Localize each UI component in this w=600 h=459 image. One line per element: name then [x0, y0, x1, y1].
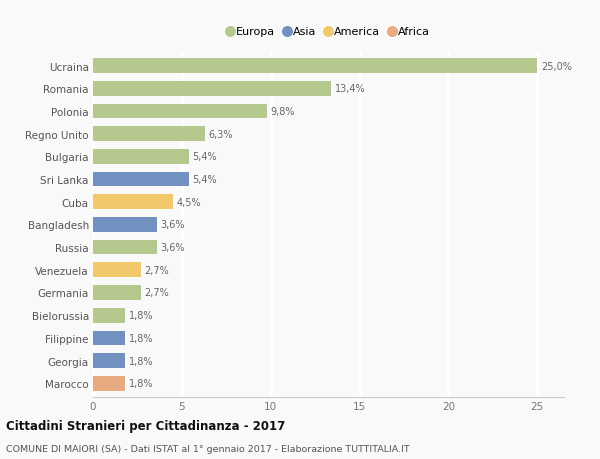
Text: 5,4%: 5,4%	[193, 152, 217, 162]
Text: 5,4%: 5,4%	[193, 174, 217, 185]
Text: 2,7%: 2,7%	[145, 288, 169, 298]
Legend: Europa, Asia, America, Africa: Europa, Asia, America, Africa	[224, 24, 433, 40]
Bar	[93, 59, 538, 74]
Bar	[93, 353, 125, 368]
Text: 25,0%: 25,0%	[541, 62, 572, 71]
Text: 3,6%: 3,6%	[161, 220, 185, 230]
Text: COMUNE DI MAIORI (SA) - Dati ISTAT al 1° gennaio 2017 - Elaborazione TUTTITALIA.: COMUNE DI MAIORI (SA) - Dati ISTAT al 1°…	[6, 444, 410, 453]
Bar	[93, 263, 141, 278]
Bar	[93, 172, 189, 187]
Text: 3,6%: 3,6%	[161, 242, 185, 252]
Bar	[93, 104, 267, 119]
Text: 13,4%: 13,4%	[335, 84, 365, 94]
Bar	[93, 285, 141, 300]
Text: Cittadini Stranieri per Cittadinanza - 2017: Cittadini Stranieri per Cittadinanza - 2…	[6, 419, 285, 432]
Bar	[93, 331, 125, 346]
Text: 1,8%: 1,8%	[128, 333, 153, 343]
Bar	[93, 218, 157, 232]
Bar	[93, 150, 189, 164]
Bar	[93, 308, 125, 323]
Bar	[93, 376, 125, 391]
Text: 1,8%: 1,8%	[128, 310, 153, 320]
Text: 2,7%: 2,7%	[145, 265, 169, 275]
Bar	[93, 240, 157, 255]
Bar	[93, 82, 331, 96]
Text: 9,8%: 9,8%	[271, 106, 295, 117]
Bar	[93, 195, 173, 210]
Bar	[93, 127, 205, 142]
Text: 1,8%: 1,8%	[128, 356, 153, 366]
Text: 4,5%: 4,5%	[176, 197, 201, 207]
Text: 1,8%: 1,8%	[128, 379, 153, 388]
Text: 6,3%: 6,3%	[209, 129, 233, 140]
